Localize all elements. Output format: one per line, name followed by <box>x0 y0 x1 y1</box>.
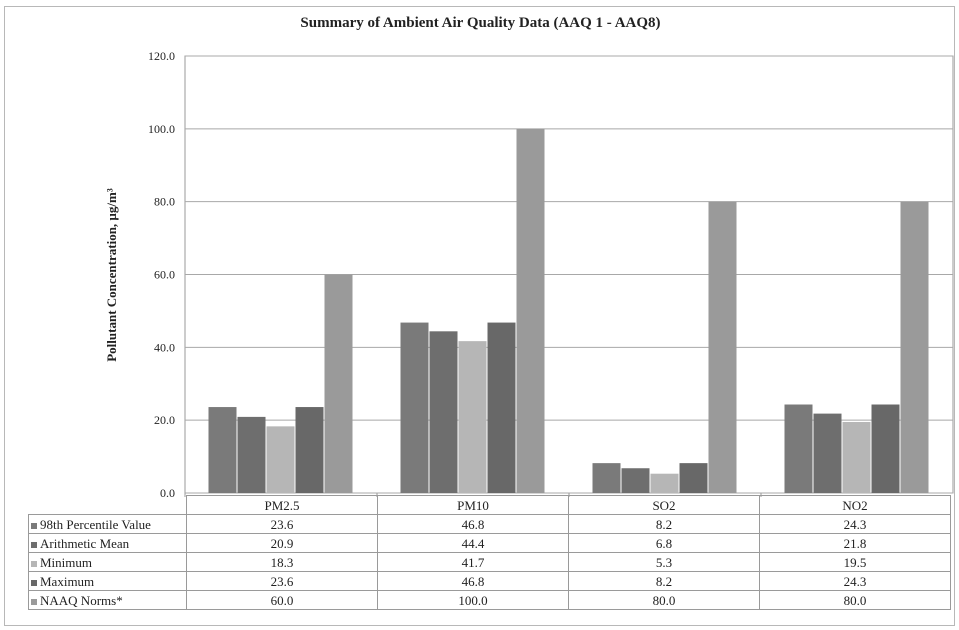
bar-no2-4 <box>871 404 900 493</box>
category-label: NO2 <box>759 495 951 515</box>
legend-label: 98th Percentile Value <box>40 516 151 532</box>
category-label: SO2 <box>568 495 760 515</box>
data-label: 24.3 <box>759 514 951 534</box>
legend-label: NAAQ Norms* <box>40 592 123 608</box>
legend-key-icon <box>31 560 37 567</box>
data-label: 41.7 <box>377 552 569 572</box>
table-header-row: PM2.5 PM10 SO2 NO2 <box>28 495 951 515</box>
data-label: 44.4 <box>377 533 569 553</box>
table-row: NAAQ Norms* 60.0 100.0 80.0 80.0 <box>28 590 951 610</box>
bar-so2-3 <box>650 473 679 493</box>
bar-no2-5 <box>900 201 929 493</box>
bar-pm25-2 <box>237 416 266 493</box>
bar-no2-1 <box>784 404 813 493</box>
y-tick-label: 120.0 <box>148 49 175 63</box>
legend-label: Arithmetic Mean <box>40 535 130 551</box>
data-label: 60.0 <box>186 590 378 610</box>
legend-entry: Arithmetic Mean <box>28 533 187 553</box>
chart-title: Summary of Ambient Air Quality Data (AAQ… <box>300 15 661 31</box>
data-label: 23.6 <box>186 514 378 534</box>
data-label: 20.9 <box>186 533 378 553</box>
bar-pm25-3 <box>266 426 295 493</box>
bar-no2-3 <box>842 421 871 493</box>
legend-entry: Maximum <box>28 571 187 591</box>
y-tick-label: 20.0 <box>154 413 175 427</box>
table-row: Arithmetic Mean 20.9 44.4 6.8 21.8 <box>28 533 951 553</box>
data-label: 100.0 <box>377 590 569 610</box>
y-tick-label: 100.0 <box>148 122 175 136</box>
table-corner <box>28 495 187 515</box>
data-table: PM2.5 PM10 SO2 NO2 98th Percentile Value 23.6… <box>28 495 951 610</box>
legend-label: Minimum <box>40 554 93 570</box>
bar-no2-2 <box>813 413 842 493</box>
bar-pm25-1 <box>208 407 237 493</box>
legend-key-icon <box>31 579 37 586</box>
legend-entry: NAAQ Norms* <box>28 590 187 610</box>
table-row: Minimum 18.3 41.7 5.3 19.5 <box>28 552 951 572</box>
bar-pm10-4 <box>487 322 516 493</box>
legend-entry: 98th Percentile Value <box>28 514 187 534</box>
bar-so2-1 <box>592 463 621 493</box>
data-label: 80.0 <box>759 590 951 610</box>
data-label: 8.2 <box>568 571 760 591</box>
bar-pm10-2 <box>429 331 458 493</box>
data-label: 46.8 <box>377 571 569 591</box>
data-label: 18.3 <box>186 552 378 572</box>
data-label: 80.0 <box>568 590 760 610</box>
data-label: 5.3 <box>568 552 760 572</box>
bar-pm25-5 <box>324 274 353 493</box>
bar-pm10-1 <box>400 322 429 493</box>
table-row: Maximum 23.6 46.8 8.2 24.3 <box>28 571 951 591</box>
legend-entry: Minimum <box>28 552 187 572</box>
data-label: 46.8 <box>377 514 569 534</box>
legend-label: Maximum <box>40 573 95 589</box>
bar-so2-5 <box>708 201 737 493</box>
data-label: 21.8 <box>759 533 951 553</box>
y-tick-label: 80.0 <box>154 195 175 209</box>
legend-key-icon <box>31 522 37 529</box>
bar-pm10-5 <box>516 128 545 494</box>
data-label: 23.6 <box>186 571 378 591</box>
data-label: 24.3 <box>759 571 951 591</box>
table-row: 98th Percentile Value 23.6 46.8 8.2 24.3 <box>28 514 951 534</box>
category-label: PM10 <box>377 495 569 515</box>
legend-key-icon <box>31 541 37 548</box>
bar-so2-2 <box>621 468 650 493</box>
data-label: 8.2 <box>568 514 760 534</box>
legend-key-icon <box>31 598 37 605</box>
bar-pm10-3 <box>458 341 487 493</box>
bar-pm25-4 <box>295 407 324 493</box>
data-label: 6.8 <box>568 533 760 553</box>
bar-so2-4 <box>679 463 708 493</box>
y-tick-label: 40.0 <box>154 340 175 354</box>
data-label: 19.5 <box>759 552 951 572</box>
category-label: PM2.5 <box>186 495 378 515</box>
y-tick-label: 60.0 <box>154 268 175 282</box>
